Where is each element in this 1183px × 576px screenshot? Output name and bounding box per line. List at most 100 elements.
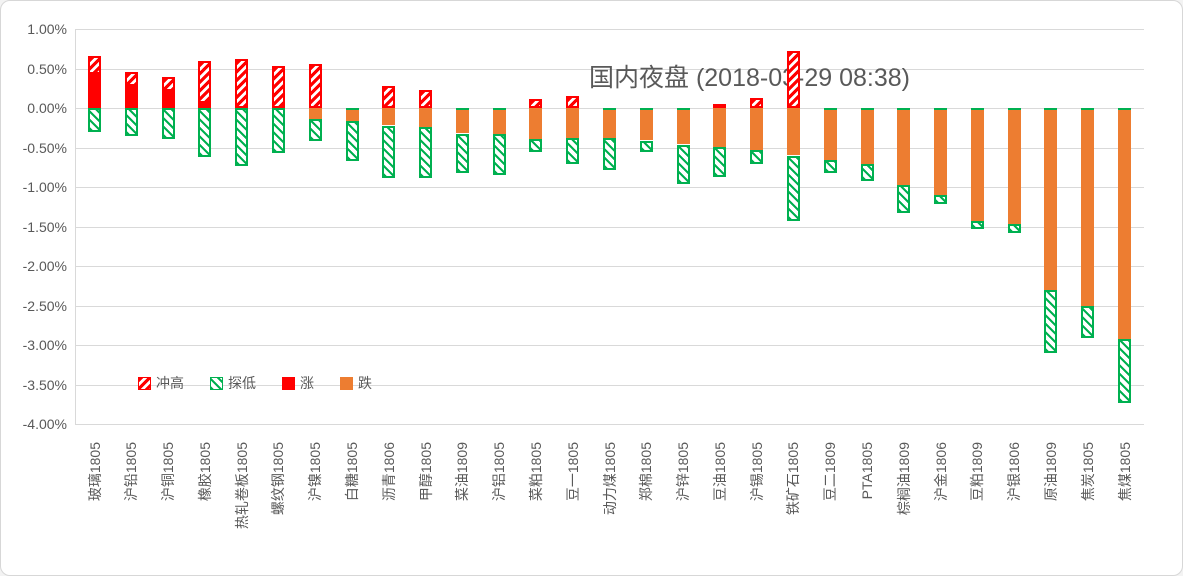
bar-low-菜油1809 <box>456 134 469 173</box>
bar-loss-沪镍1805 <box>309 108 322 119</box>
x-axis-label-沪锡1805: 沪锡1805 <box>749 442 765 502</box>
bar-low-焦煤1805 <box>1118 339 1131 403</box>
bar-low-沪铝1805 <box>493 134 506 175</box>
bar-low-PTA1805 <box>861 164 874 181</box>
x-axis-label-动力煤1805: 动力煤1805 <box>602 442 618 516</box>
y-axis-tick-label: -4.00% <box>22 416 67 432</box>
bar-loss-棕榈油1809 <box>897 108 910 185</box>
bar-high-豆一1805 <box>566 96 579 108</box>
x-axis-label-豆一1805: 豆一1805 <box>565 442 581 502</box>
bar-loss-菜油1809 <box>456 108 469 133</box>
bar-low-豆一1805 <box>566 138 579 164</box>
x-axis-label-沪铜1805: 沪铜1805 <box>160 442 176 502</box>
x-axis-label-菜粕1805: 菜粕1805 <box>528 442 544 502</box>
bar-low-沪锡1805 <box>750 150 763 164</box>
x-axis-label-沪镍1805: 沪镍1805 <box>307 442 323 502</box>
gridline <box>75 227 1144 228</box>
y-axis-tick-label: 1.00% <box>27 21 67 37</box>
bar-loss-原油1809 <box>1044 108 1057 290</box>
y-axis-tick-label: 0.50% <box>27 61 67 77</box>
bar-high-豆油1805 <box>713 104 726 108</box>
x-axis-label-原油1809: 原油1809 <box>1043 442 1059 502</box>
legend-label: 冲高 <box>156 375 184 391</box>
bar-low-豆粕1809 <box>971 221 984 229</box>
y-axis-tick-label: -3.00% <box>22 337 67 353</box>
bar-high-橡胶1805 <box>198 61 211 108</box>
legend-swatch-orange-solid-icon <box>340 376 353 390</box>
bar-high-热轧卷板1805 <box>235 59 248 108</box>
bar-high-菜粕1805 <box>529 99 542 108</box>
bar-loss-沪锡1805 <box>750 108 763 150</box>
bar-low-沪镍1805 <box>309 119 322 141</box>
bar-loss-白糖1805 <box>346 108 359 121</box>
bar-low-菜粕1805 <box>529 139 542 152</box>
y-axis-tick-label: 0.00% <box>27 100 67 116</box>
y-axis-tick-label: -3.50% <box>22 377 67 393</box>
x-axis-label-豆油1805: 豆油1805 <box>712 442 728 502</box>
gridline <box>75 306 1144 307</box>
bar-loss-焦煤1805 <box>1118 108 1131 339</box>
gridline <box>75 424 1144 425</box>
x-axis-label-铁矿石1805: 铁矿石1805 <box>785 442 801 516</box>
legend-swatch-red-hatch-icon <box>138 376 151 390</box>
bar-loss-甲醇1805 <box>419 108 432 127</box>
legend-label: 探低 <box>228 375 256 391</box>
bar-high-沪镍1805 <box>309 64 322 108</box>
y-axis-tick-label: -2.00% <box>22 258 67 274</box>
bar-gain-沪铜1805 <box>164 89 173 106</box>
bar-low-沪铅1805 <box>125 108 138 136</box>
bar-loss-豆一1805 <box>566 108 579 138</box>
x-axis-label-沪铅1805: 沪铅1805 <box>123 442 139 502</box>
bar-loss-郑棉1805 <box>640 108 653 140</box>
x-axis-label-沥青1806: 沥青1806 <box>381 442 397 502</box>
x-axis-label-PTA1805: PTA1805 <box>859 442 875 500</box>
legend-label: 跌 <box>358 375 372 391</box>
gridline <box>75 29 1144 30</box>
legend: 冲高 探低 涨 跌 <box>138 373 372 393</box>
bar-low-动力煤1805 <box>603 138 616 170</box>
bar-low-郑棉1805 <box>640 141 653 152</box>
bar-gain-橡胶1805 <box>200 101 209 106</box>
bar-low-沪锌1805 <box>677 145 690 184</box>
bar-loss-焦炭1805 <box>1081 108 1094 306</box>
bar-loss-沪铝1805 <box>493 108 506 134</box>
x-axis-label-焦煤1805: 焦煤1805 <box>1117 442 1133 502</box>
gridline <box>75 345 1144 346</box>
x-axis-label-沪铝1805: 沪铝1805 <box>491 442 507 502</box>
bar-loss-沥青1806 <box>382 108 395 125</box>
bar-high-沪锡1805 <box>750 98 763 108</box>
bar-low-白糖1805 <box>346 121 359 161</box>
legend-item-die: 跌 <box>340 373 372 393</box>
x-axis-label-沪锌1805: 沪锌1805 <box>675 442 691 502</box>
gridline <box>75 187 1144 188</box>
bar-loss-沪银1806 <box>1008 108 1021 224</box>
bar-loss-菜粕1805 <box>529 108 542 139</box>
bar-loss-豆油1805 <box>713 108 726 147</box>
bar-low-玻璃1805 <box>88 108 101 132</box>
gridline <box>75 266 1144 267</box>
y-axis-tick-label: -2.50% <box>22 298 67 314</box>
bar-low-豆二1809 <box>824 160 837 173</box>
x-axis-label-豆二1809: 豆二1809 <box>822 442 838 502</box>
y-axis-tick-label: -0.50% <box>22 140 67 156</box>
bar-high-沥青1806 <box>382 86 395 108</box>
bar-loss-PTA1805 <box>861 108 874 164</box>
legend-item-tandi: 探低 <box>210 373 256 393</box>
bar-low-焦炭1805 <box>1081 306 1094 338</box>
bar-loss-动力煤1805 <box>603 108 616 138</box>
bar-low-沪金1806 <box>934 195 947 204</box>
bar-low-热轧卷板1805 <box>235 108 248 166</box>
bar-low-沪铜1805 <box>162 108 175 139</box>
y-axis-tick-label: -1.50% <box>22 219 67 235</box>
x-axis-label-白糖1805: 白糖1805 <box>344 442 360 502</box>
bar-loss-沪锌1805 <box>677 108 690 144</box>
x-axis-label-棕榈油1809: 棕榈油1809 <box>896 442 912 516</box>
bar-high-螺纹钢1805 <box>272 66 285 108</box>
gridline <box>75 385 1144 386</box>
bar-high-玻璃1805 <box>88 56 101 108</box>
legend-item-zhang: 涨 <box>282 373 314 393</box>
x-axis-label-豆粕1809: 豆粕1809 <box>969 442 985 502</box>
bar-high-沪铜1805 <box>162 77 175 108</box>
gridline <box>75 69 1144 70</box>
